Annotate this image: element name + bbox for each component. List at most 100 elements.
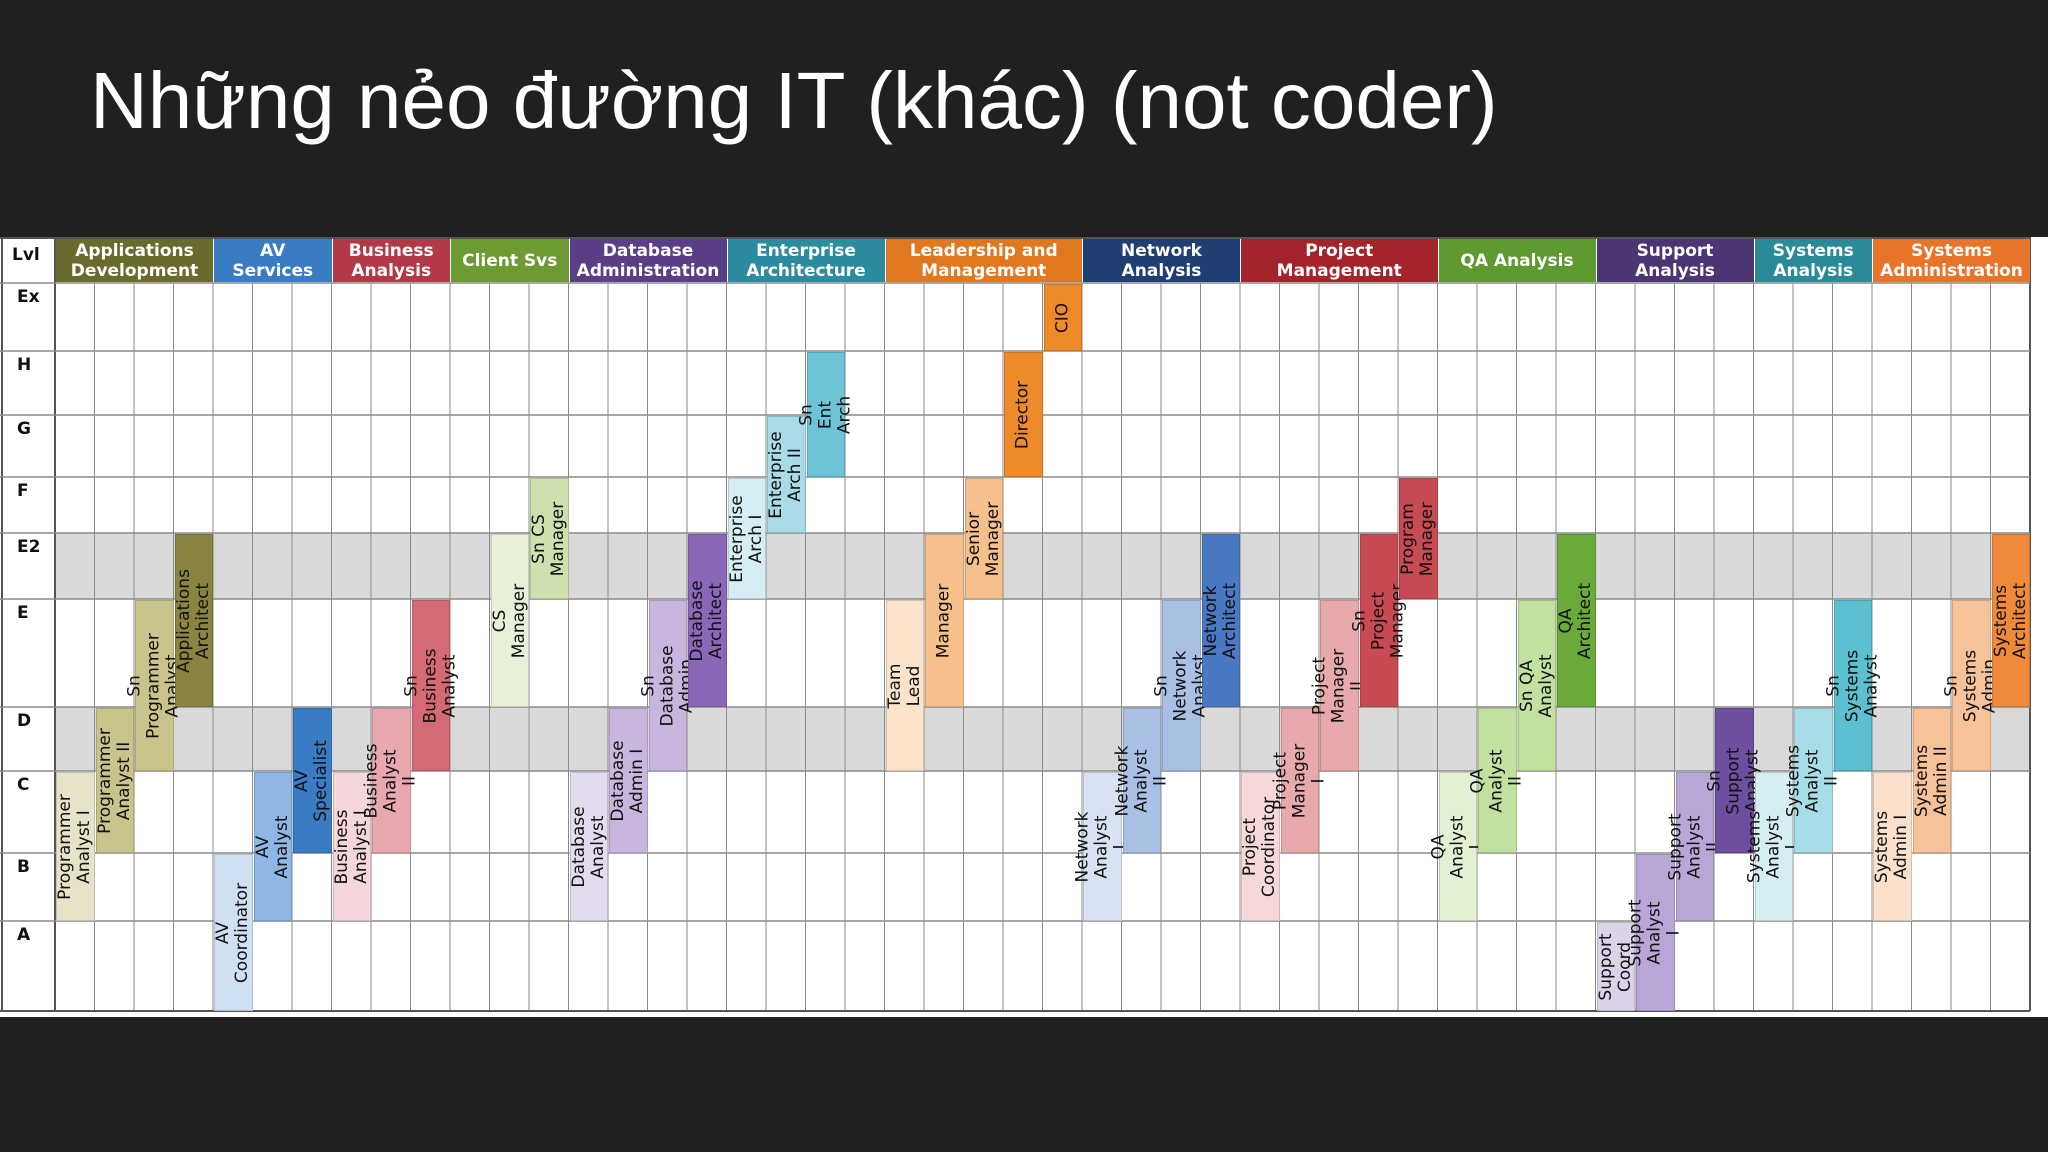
role-block: Sn Ent Arch [796,352,854,477]
role-block: Systems Admin II [1911,708,1951,853]
role-label: Systems Admin II [1911,744,1951,817]
category-header: Client Svs [451,239,569,282]
level-label-ex: Ex [17,287,40,307]
role-block: Database Admin I [608,708,648,853]
role-block: Systems Analyst I [1744,772,1802,921]
role-block: Database Architect [687,534,727,707]
role-block: Director [1004,352,1043,477]
category-header: Business Analysis [332,239,450,282]
role-label: Applications Architect [173,568,213,673]
level-label-d: D [17,711,32,731]
level-label-c: C [17,775,30,795]
role-block: Business Analyst I [331,772,371,921]
role-block: Support Coord [1596,922,1635,1011]
role-block: Support Analyst I [1626,854,1684,1011]
level-header: Lvl [12,245,40,265]
role-block: CS Manager [489,534,529,707]
category-header: Project Management [1241,239,1438,282]
level-label-b: B [17,857,30,877]
category-header: Leadership and Management [885,239,1082,282]
role-block: Sn Project Manager [1349,534,1407,707]
level-label-g: G [17,419,31,439]
role-block: Sn Programmer Analyst [125,600,183,771]
category-header: Network Analysis [1083,239,1240,282]
level-label-e2: E2 [17,537,41,557]
slide-title: Những nẻo đường IT (khác) (not coder) [90,56,1498,145]
career-grid: Lvl Ex H G F E2 E D C B A Applications Development A… [0,237,2048,1017]
role-label: Manager [933,583,954,658]
role-block: QA Analyst II [1468,708,1526,853]
role-label: Sn Ent Arch [796,395,855,434]
role-block: QA Analyst I [1428,772,1486,921]
level-label-f: F [17,481,29,501]
role-block: QA Architect [1556,534,1596,707]
role-label: Sn Business Analyst [401,648,460,723]
role-block: Business Analyst II [362,708,420,853]
role-block: Database Analyst [568,772,608,921]
career-ladder-chart: Lvl Ex H G F E2 E D C B A Applications Development A… [0,237,2048,1017]
category-header: Applications Development [56,239,213,282]
role-label: Team Lead [884,663,924,708]
role-block: Sn Business Analyst [401,600,459,771]
role-block: Team Lead [884,600,924,771]
role-label: Programmer Analyst I [55,793,95,900]
role-label: QA Architect [1556,582,1596,659]
role-block: Sn Systems Admin [1942,600,2000,771]
role-label: Business Analyst I [331,809,371,884]
role-block: CIO [1043,284,1082,351]
level-label-h: H [17,355,32,375]
role-label: Enterprise Arch I [726,494,766,583]
level-label-e: E [17,603,29,623]
role-label: Enterprise Arch II [766,430,806,519]
role-block: AV Coordinator [213,854,253,1011]
role-label: CIO [1052,302,1073,333]
role-block: Systems Analyst II [1784,708,1842,853]
bottom-band [0,1017,2048,1152]
role-label: Director [1012,380,1033,449]
role-block: Programmer Analyst II [94,708,134,853]
role-block: Support Analyst II [1665,772,1723,921]
role-block: Sn Database Admin [638,600,696,771]
role-label: Programmer Analyst II [94,727,134,834]
role-block: Systems Architect [1990,534,2030,707]
role-block: Programmer Analyst I [55,772,95,921]
role-block: Sn Network Analyst [1152,600,1210,771]
role-label: Program Manager [1398,501,1438,576]
role-label: Database Analyst [568,805,608,888]
role-block: Sn Systems Analyst [1823,600,1881,771]
role-block: Network Analyst I [1073,772,1131,921]
role-label: Database Architect [687,579,727,662]
role-block: Project Manager I [1270,708,1328,853]
role-block: Enterprise Arch II [766,416,806,533]
role-block: Program Manager [1398,478,1438,599]
role-block: Project Manager II [1310,600,1368,771]
role-block: Applications Architect [173,534,213,707]
role-label: Network Architect [1200,582,1240,659]
role-block: Sn Support Analyst [1705,708,1763,853]
role-label: Senior Manager [963,501,1003,576]
role-label: AV Coordinator [213,882,253,983]
role-block: Senior Manager [963,478,1003,599]
role-label: Sn Systems Analyst [1823,649,1882,722]
role-block: AV Specialist [292,708,332,853]
role-block: Network Analyst II [1112,708,1170,853]
role-label: Database Admin I [608,739,648,822]
category-header: Systems Administration [1873,239,2030,282]
role-block: AV Analyst [252,772,292,921]
category-header: Support Analysis [1596,239,1754,282]
role-block: Systems Admin I [1872,772,1912,921]
role-block: Manager [925,534,964,707]
role-label: AV Specialist [292,739,332,822]
role-label: Sn QA Analyst [1516,653,1556,718]
role-block: Enterprise Arch I [726,478,766,599]
role-label: Systems Architect [1990,582,2030,659]
role-label: CS Manager [489,583,529,658]
category-header: QA Analysis [1438,239,1596,282]
category-header: Database Administration [569,239,727,282]
role-label: AV Analyst [252,814,292,879]
role-block: Network Architect [1200,534,1240,707]
category-header: Systems Analysis [1754,239,1872,282]
level-label-a: A [17,925,31,945]
category-header: AV Services [214,239,332,282]
category-header: Enterprise Architecture [727,239,885,282]
